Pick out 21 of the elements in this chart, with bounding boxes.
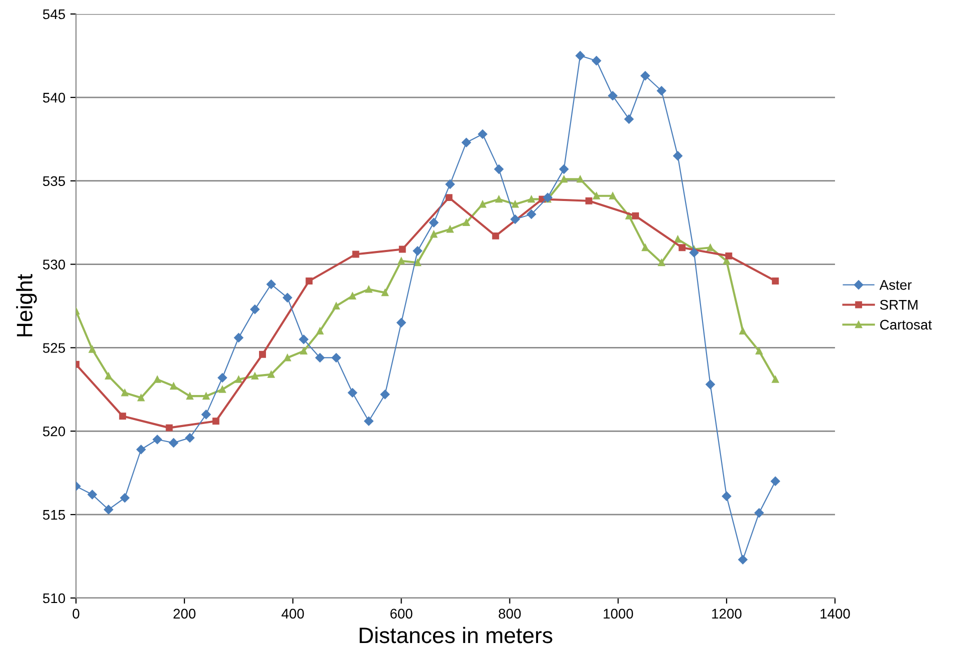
x-tick-label: 200 — [174, 608, 196, 619]
y-tick-label: 535 — [42, 176, 66, 186]
x-tick-label: 600 — [390, 608, 412, 619]
y-tick-label: 520 — [42, 426, 66, 436]
legend-label: Cartosat — [880, 320, 932, 330]
x-tick-label: 1400 — [820, 608, 850, 619]
y-tick-label: 530 — [42, 260, 66, 270]
y-tick-label: 545 — [42, 9, 66, 20]
x-tick-label: 400 — [282, 608, 304, 619]
x-tick-label: 0 — [72, 608, 80, 619]
x-tick-label: 1200 — [712, 608, 742, 619]
y-tick-label: 540 — [42, 92, 66, 103]
y-tick-label: 515 — [42, 510, 66, 520]
y-tick-label: 510 — [42, 593, 66, 604]
x-axis-title: Distances in meters — [360, 626, 552, 644]
x-tick-label: 1000 — [604, 608, 634, 619]
legend-label: Aster — [879, 280, 912, 290]
x-tick-label: 800 — [498, 608, 521, 619]
y-axis-title: Height — [16, 274, 37, 336]
legend-label: SRTM — [880, 300, 918, 310]
y-tick-label: 525 — [42, 343, 66, 353]
